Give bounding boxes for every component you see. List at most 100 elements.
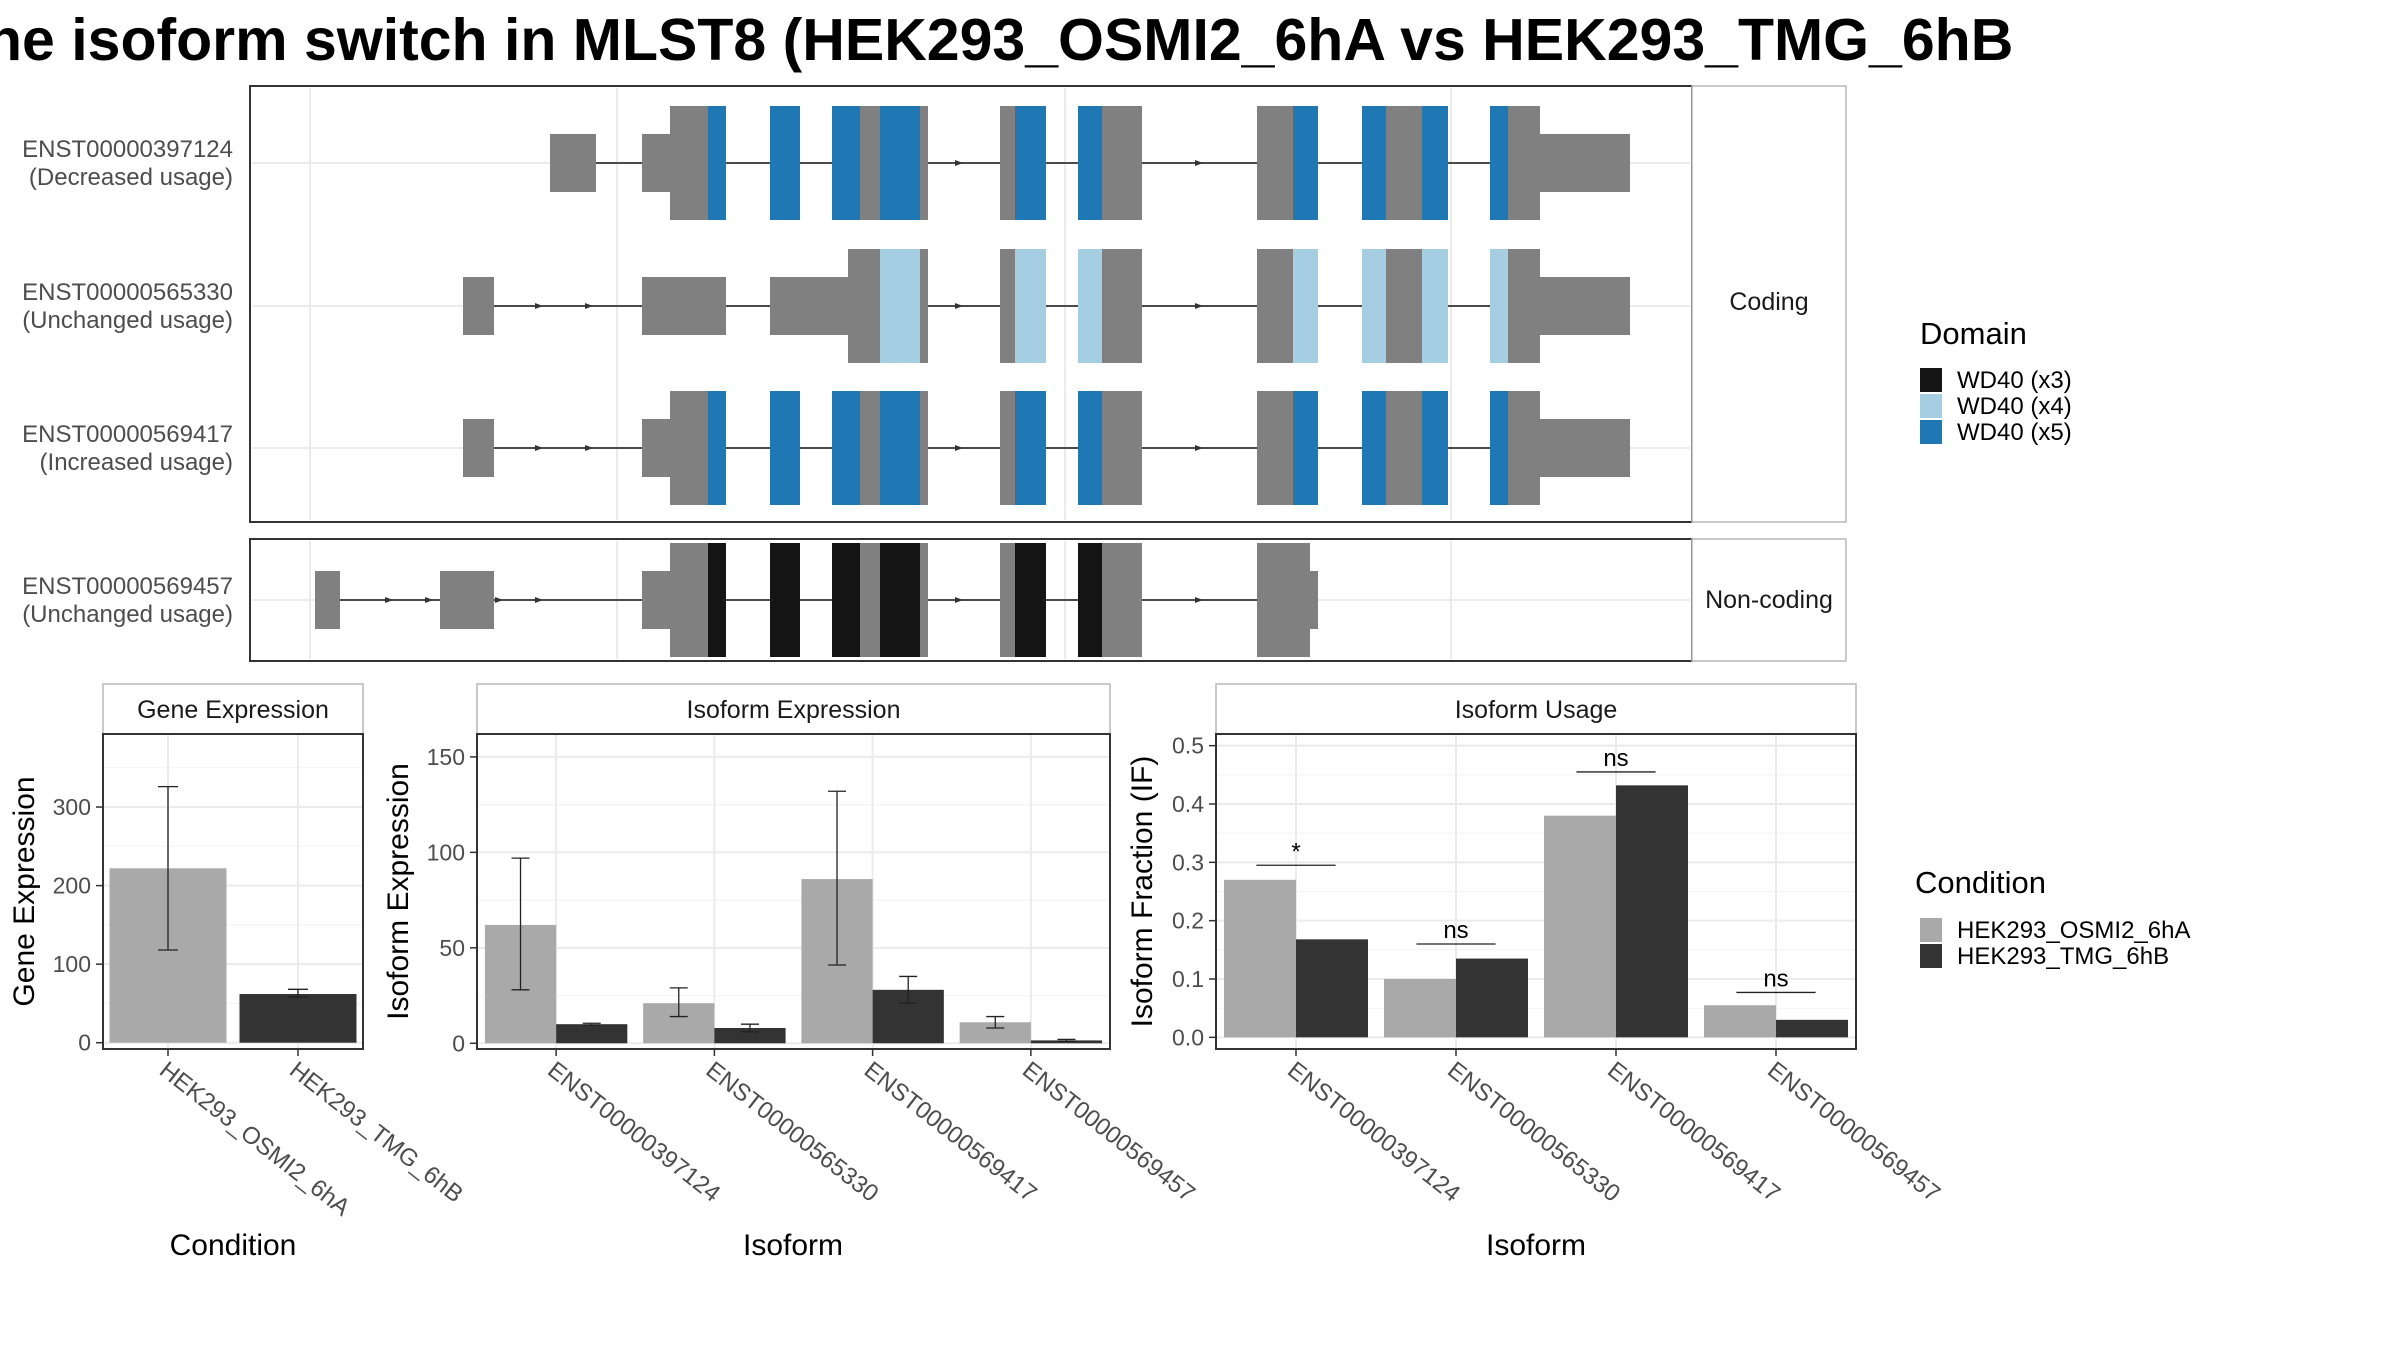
domain-segment bbox=[1422, 249, 1448, 363]
legend-label: WD40 (x5) bbox=[1957, 419, 2072, 446]
domain-segment bbox=[1015, 249, 1046, 363]
y-tick-label: 300 bbox=[53, 794, 91, 820]
strand-arrow bbox=[1195, 445, 1203, 451]
domain-legend-items: WD40 (x3)WD40 (x4)WD40 (x5) bbox=[1920, 367, 2072, 446]
utr-exon bbox=[642, 277, 726, 335]
structure-noncoding-panel: Non-coding bbox=[249, 538, 1847, 662]
domain-segment bbox=[708, 391, 726, 505]
utr-exon bbox=[1540, 134, 1630, 192]
isoform-usage-label: (Unchanged usage) bbox=[22, 307, 233, 334]
isoform-id-label: ENST00000569457 bbox=[22, 573, 233, 600]
bar-ENST00000397124-HEK293_TMG_6hB bbox=[556, 1024, 628, 1044]
legend-label: WD40 (x4) bbox=[1957, 393, 2072, 420]
coding-exon bbox=[670, 543, 708, 657]
domain-segment bbox=[1078, 543, 1102, 657]
isoform-usage-label: (Unchanged usage) bbox=[22, 601, 233, 628]
transcript-ENST00000569417 bbox=[463, 391, 1630, 505]
utr-exon bbox=[463, 419, 494, 477]
transcript-ENST00000569457 bbox=[315, 543, 1318, 657]
x-tick-label: ENST00000565330 bbox=[701, 1056, 884, 1207]
legend-label: WD40 (x3) bbox=[1957, 367, 2072, 394]
legend-label: HEK293_OSMI2_6hA bbox=[1957, 917, 2190, 944]
utr-exon bbox=[1310, 571, 1318, 629]
coding-exon bbox=[670, 391, 708, 505]
noncoding-transcript-rows bbox=[315, 543, 1318, 657]
strand-arrow bbox=[955, 445, 963, 451]
y-tick-label: 0 bbox=[78, 1030, 91, 1056]
domain-segment bbox=[1015, 106, 1046, 220]
isoform-id-label: ENST00000569417 bbox=[22, 421, 233, 448]
domain-segment bbox=[1078, 106, 1102, 220]
utr-exon bbox=[770, 277, 848, 335]
domain-segment bbox=[770, 391, 800, 505]
structure-coding-panel: Coding bbox=[249, 85, 1847, 523]
domain-segment bbox=[832, 391, 860, 505]
bar-ENST00000569457-HEK293_TMG_6hB bbox=[1776, 1019, 1848, 1038]
legend-swatch bbox=[1920, 944, 1942, 968]
x-axis-title: Condition bbox=[170, 1229, 297, 1262]
significance-label: * bbox=[1291, 838, 1300, 865]
x-tick-label: ENST00000569417 bbox=[859, 1056, 1042, 1207]
bar-ENST00000569457-HEK293_OSMI2_6hA bbox=[959, 1022, 1031, 1044]
panel-border bbox=[102, 733, 364, 1050]
bar-HEK293_TMG_6hB bbox=[239, 994, 357, 1043]
y-tick-label: 0.4 bbox=[1172, 791, 1204, 817]
domain-segment bbox=[708, 106, 726, 220]
x-tick-label: ENST00000397124 bbox=[1282, 1056, 1465, 1207]
domain-segment bbox=[770, 106, 800, 220]
utr-exon bbox=[315, 571, 340, 629]
strand-arrow bbox=[385, 597, 393, 603]
strand-arrow bbox=[535, 445, 543, 451]
x-axis-title: Isoform bbox=[1486, 1229, 1586, 1262]
strand-arrow bbox=[955, 160, 963, 166]
domain-segment bbox=[1490, 249, 1508, 363]
domain-segment bbox=[1015, 391, 1046, 505]
transcript-ENST00000397124 bbox=[550, 106, 1630, 220]
domain-segment bbox=[1293, 391, 1318, 505]
panel-strip bbox=[476, 683, 1111, 735]
strand-arrow bbox=[1195, 597, 1203, 603]
domain-segment bbox=[1078, 249, 1102, 363]
y-tick-label: 100 bbox=[53, 951, 91, 977]
domain-legend: Domain WD40 (x3)WD40 (x4)WD40 (x5) bbox=[1920, 316, 2072, 446]
y-tick-label: 200 bbox=[53, 873, 91, 899]
coding-exon bbox=[670, 106, 708, 220]
domain-segment bbox=[1293, 249, 1318, 363]
transcript-ENST00000565330 bbox=[463, 249, 1630, 363]
bar-ENST00000569417-HEK293_TMG_6hB bbox=[1616, 785, 1688, 1038]
domain-segment bbox=[1422, 391, 1448, 505]
y-tick-label: 0 bbox=[452, 1030, 465, 1056]
x-axis-title: Isoform bbox=[743, 1229, 843, 1262]
domain-segment bbox=[1078, 391, 1102, 505]
y-tick-label: 100 bbox=[427, 839, 465, 865]
utr-exon bbox=[440, 571, 494, 629]
bar-ENST00000397124-HEK293_TMG_6hB bbox=[1296, 939, 1368, 1038]
significance-label: ns bbox=[1603, 745, 1628, 772]
panel-strip bbox=[1215, 683, 1857, 735]
domain-segment bbox=[1422, 106, 1448, 220]
y-tick-label: 0.3 bbox=[1172, 849, 1204, 875]
strand-arrow bbox=[1195, 160, 1203, 166]
strand-arrow bbox=[495, 597, 503, 603]
y-tick-label: 0.0 bbox=[1172, 1024, 1204, 1050]
strand-arrow bbox=[955, 303, 963, 309]
isoform-id-label: ENST00000397124 bbox=[22, 136, 233, 163]
domain-segment bbox=[880, 391, 920, 505]
utr-exon bbox=[550, 134, 596, 192]
noncoding-strip-label: Non-coding bbox=[1705, 586, 1833, 614]
bar-ENST00000565330-HEK293_OSMI2_6hA bbox=[1384, 979, 1456, 1038]
y-tick-label: 150 bbox=[427, 744, 465, 770]
domain-segment bbox=[708, 543, 726, 657]
panel-strip-title: Isoform Expression bbox=[687, 696, 901, 724]
bar-ENST00000569457-HEK293_OSMI2_6hA bbox=[1704, 1005, 1776, 1038]
noncoding-strip-box bbox=[1691, 538, 1847, 662]
legend-swatch bbox=[1920, 420, 1942, 444]
isoform-id-label: ENST00000565330 bbox=[22, 279, 233, 306]
y-axis-title: Isoform Fraction (IF) bbox=[1126, 756, 1159, 1028]
x-tick-label: ENST00000397124 bbox=[542, 1056, 725, 1207]
domain-segment bbox=[1362, 106, 1386, 220]
bar-ENST00000397124-HEK293_OSMI2_6hA bbox=[1224, 879, 1296, 1038]
strand-arrow bbox=[955, 597, 963, 603]
